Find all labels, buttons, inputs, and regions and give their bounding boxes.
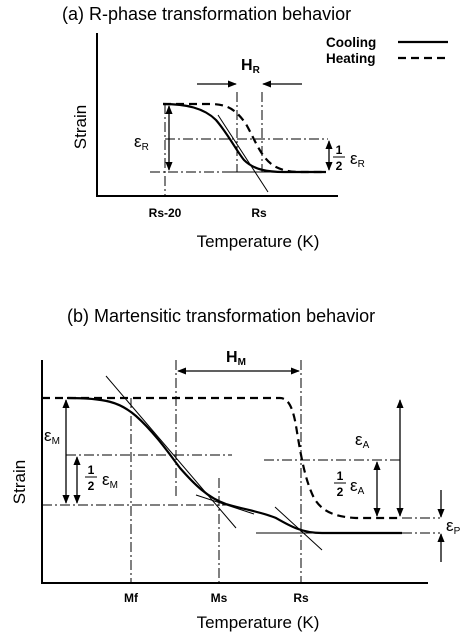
panel-b-eps-a-label: εA	[355, 430, 370, 451]
panel-a-y-label: Strain	[71, 105, 90, 149]
panel-b-tangent-rs	[274, 506, 323, 551]
svg-text:2: 2	[88, 479, 95, 493]
panel-b-tangent-steep	[105, 375, 237, 529]
panel-a: (a) R-phase transformation behavior Stra…	[62, 4, 448, 251]
panel-b-tick-rs: Rs	[293, 591, 309, 605]
panel-b-half-eps-a-label: 1 2 εA	[334, 469, 365, 499]
panel-a-tick-rs: Rs	[251, 206, 267, 220]
svg-text:1: 1	[88, 463, 95, 477]
svg-text:εR: εR	[350, 149, 365, 170]
panel-a-title: (a) R-phase transformation behavior	[62, 4, 351, 24]
svg-text:εM: εM	[102, 470, 118, 491]
panel-a-half-eps-label: 1 2 εR	[333, 143, 365, 173]
panel-a-tangent	[217, 114, 269, 193]
svg-text:2: 2	[337, 485, 344, 499]
panel-b-tick-ms: Ms	[211, 591, 228, 605]
panel-b-y-label: Strain	[10, 460, 29, 504]
panel-b-x-label: Temperature (K)	[197, 613, 320, 632]
panel-b-eps-m-label: εM	[44, 426, 60, 447]
panel-a-cooling-curve	[162, 102, 326, 174]
panel-b-heating-curve	[42, 396, 402, 520]
panel-b-half-eps-m-label: 1 2 εM	[85, 463, 118, 493]
panel-a-eps-r-label: εR	[134, 132, 149, 153]
panel-a-axes	[96, 33, 338, 197]
svg-text:εA: εA	[350, 476, 365, 497]
panel-b-eps-p-label: εP	[446, 516, 461, 537]
panel-b-axes	[41, 360, 428, 584]
panel-a-tick-rs20: Rs-20	[149, 206, 182, 220]
panel-b-tick-mf: Mf	[124, 591, 139, 605]
svg-text:2: 2	[336, 159, 343, 173]
panel-b-tangent-mid	[195, 494, 255, 515]
panel-b: (b) Martensitic transformation behavior …	[10, 306, 461, 632]
panel-a-heating-curve	[163, 102, 324, 174]
panel-a-x-label: Temperature (K)	[197, 232, 320, 251]
panel-b-title: (b) Martensitic transformation behavior	[67, 306, 375, 326]
svg-text:1: 1	[337, 469, 344, 483]
legend-cooling-label: Cooling	[326, 35, 376, 50]
legend-heating-label: Heating	[326, 51, 376, 66]
panel-b-cooling-curve	[66, 396, 402, 535]
panel-a-hr-label: HR	[241, 57, 261, 76]
svg-text:1: 1	[336, 143, 343, 157]
panel-b-hm-label: HM	[226, 349, 246, 368]
